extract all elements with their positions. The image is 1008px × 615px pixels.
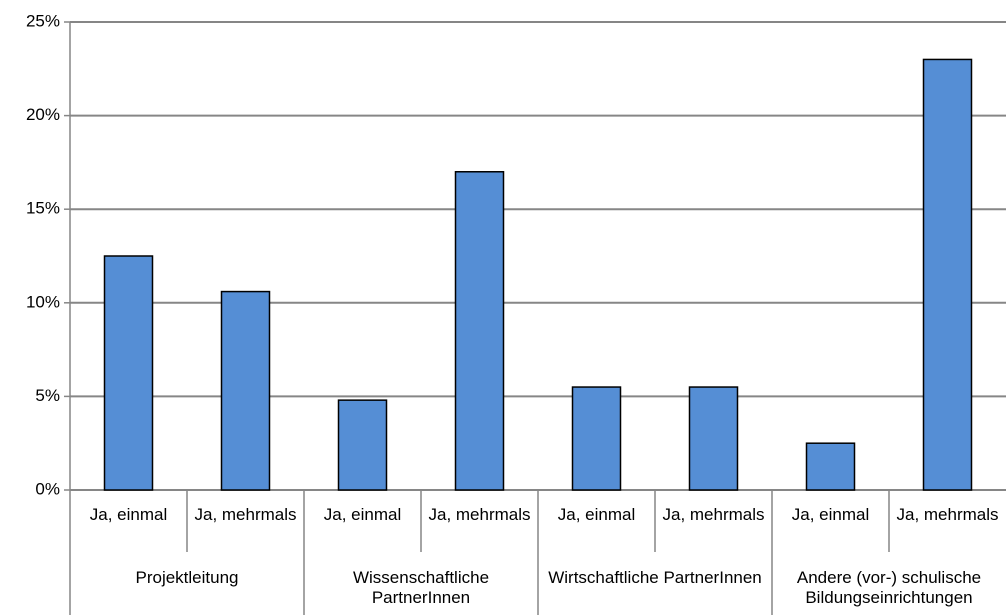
bar xyxy=(571,386,622,491)
y-tick-label: 20% xyxy=(26,105,60,124)
y-tick-label: 0% xyxy=(35,479,60,498)
group-label: Projektleitung xyxy=(135,568,239,587)
bar xyxy=(688,386,739,491)
group-label: Wirtschaftliche PartnerInnen xyxy=(548,568,762,587)
x-tick-label: Ja, mehrmals xyxy=(662,505,765,524)
y-tick-label: 15% xyxy=(26,199,60,218)
x-tick-label: Ja, einmal xyxy=(791,505,870,524)
bar xyxy=(220,290,271,491)
bar xyxy=(805,442,856,491)
bar xyxy=(454,171,505,491)
x-tick-label: Ja, mehrmals xyxy=(428,505,531,524)
y-tick-label: 5% xyxy=(35,386,60,405)
x-tick-label: Ja, einmal xyxy=(557,505,636,524)
x-tick-label: Ja, mehrmals xyxy=(896,505,999,524)
group-label: Wissenschaftliche PartnerInnen xyxy=(352,568,490,607)
group-label: Andere (vor-) schulische Bildungseinrich… xyxy=(796,568,982,607)
bar xyxy=(103,255,154,491)
bar xyxy=(922,58,973,491)
y-tick-label: 10% xyxy=(26,292,60,311)
x-tick-label: Ja, mehrmals xyxy=(194,505,297,524)
bar xyxy=(337,399,388,491)
x-tick-label: Ja, einmal xyxy=(89,505,168,524)
x-tick-label: Ja, einmal xyxy=(323,505,402,524)
y-tick-label: 25% xyxy=(26,11,60,30)
